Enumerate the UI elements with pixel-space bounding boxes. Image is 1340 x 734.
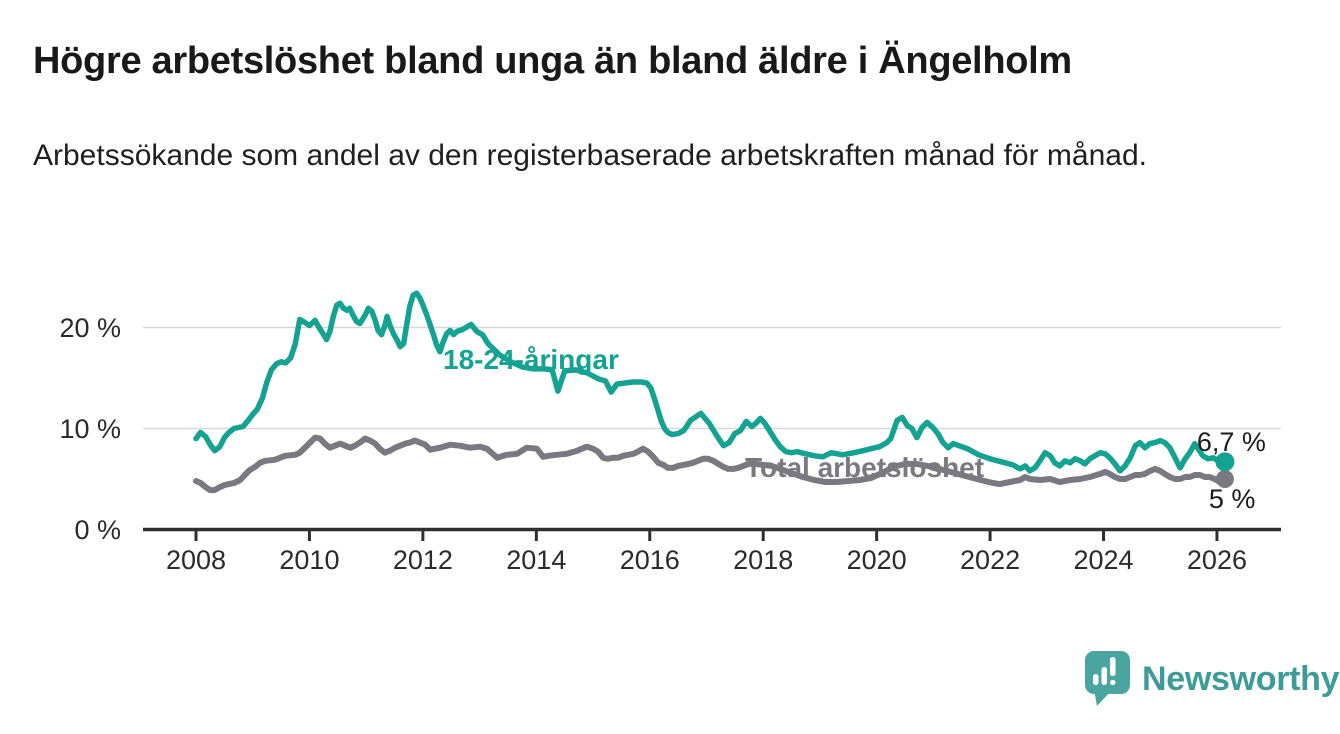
newsworthy-branding: Newsworthy [1084, 650, 1340, 708]
y-tick-label: 0 % [74, 515, 121, 545]
x-tick-label: 2008 [166, 545, 226, 575]
x-tick-label: 2014 [506, 545, 566, 575]
x-tick-label: 2010 [279, 545, 339, 575]
newsworthy-wordmark: Newsworthy [1142, 659, 1340, 698]
page-title: Högre arbetslöshet bland unga än bland ä… [33, 40, 1072, 82]
series-label-total: Total arbetslöshet [745, 452, 984, 483]
x-tick-label: 2012 [393, 545, 453, 575]
y-tick-label: 20 % [59, 313, 121, 343]
end-value-label: 5 % [1209, 484, 1256, 514]
x-tick-label: 2020 [847, 545, 907, 575]
end-dot [1215, 452, 1235, 472]
newsworthy-logo-icon [1085, 651, 1130, 706]
line-total [193, 434, 1228, 494]
bar-short-icon [1093, 674, 1099, 685]
page-subtitle: Arbetssökande som andel av den registerb… [33, 139, 1147, 172]
x-tick-label: 2024 [1073, 545, 1133, 575]
exclamation-bar-icon [1110, 657, 1116, 676]
end-value-label: 6,7 % [1197, 427, 1266, 457]
exclamation-dot-icon [1110, 680, 1116, 685]
x-tick-label: 2018 [733, 545, 793, 575]
x-tick-label: 2016 [620, 545, 680, 575]
bar-tall-icon [1101, 667, 1107, 685]
x-tick-label: 2022 [960, 545, 1020, 575]
series-label-youth: 18-24-åringar [443, 344, 619, 375]
line-youth [193, 290, 1228, 474]
y-tick-label: 10 % [59, 414, 121, 444]
end-dot [1215, 470, 1234, 488]
x-tick-label: 2026 [1187, 545, 1247, 575]
